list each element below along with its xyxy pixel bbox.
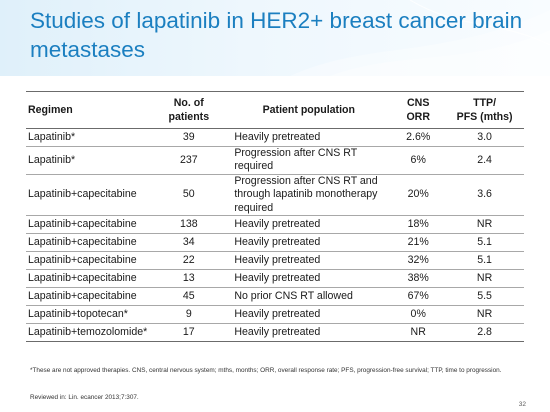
cell-regimen: Lapatinib* bbox=[28, 130, 76, 143]
cell-ttp-pfs: NR bbox=[476, 217, 493, 230]
cell-cns-orr: 67% bbox=[407, 289, 429, 302]
cell-ttp-pfs: 5.1 bbox=[477, 235, 492, 248]
cell-ttp-pfs: NR bbox=[476, 307, 493, 320]
cell-patients: 50 bbox=[182, 188, 195, 201]
cell-ttp-pfs: NR bbox=[476, 271, 493, 284]
cell-patients: 17 bbox=[182, 325, 195, 338]
table-header-row: Regimen No. of patients Patient populati… bbox=[26, 91, 524, 129]
cell-cns-orr: 38% bbox=[407, 271, 429, 284]
cell-regimen: Lapatinib+temozolomide* bbox=[28, 325, 148, 338]
cell-cns-orr: 0% bbox=[410, 307, 426, 320]
cell-population: Heavily pretreated bbox=[234, 130, 321, 143]
table-row: Lapatinib+capecitabine 34 Heavily pretre… bbox=[26, 234, 524, 252]
cell-ttp-pfs: 3.0 bbox=[477, 130, 492, 143]
cell-regimen: Lapatinib+topotecan* bbox=[28, 307, 128, 320]
slide-title: Studies of lapatinib in HER2+ breast can… bbox=[30, 8, 523, 62]
cell-population: Heavily pretreated bbox=[234, 271, 321, 284]
header-regimen: Regimen bbox=[28, 104, 73, 116]
cell-patients: 34 bbox=[182, 235, 195, 248]
slide-page-number: 32 bbox=[518, 401, 526, 408]
cell-patients: 138 bbox=[179, 217, 198, 230]
cell-population: Heavily pretreated bbox=[234, 253, 321, 266]
cell-cns-orr: 32% bbox=[407, 253, 429, 266]
cell-cns-orr: 21% bbox=[407, 235, 429, 248]
cell-regimen: Lapatinib* bbox=[28, 153, 76, 166]
cell-cns-orr: 18% bbox=[407, 217, 429, 230]
cell-ttp-pfs: 3.6 bbox=[477, 188, 492, 201]
studies-table: Regimen No. of patients Patient populati… bbox=[26, 91, 524, 342]
cell-patients: 45 bbox=[182, 289, 195, 302]
cell-cns-orr: 6% bbox=[410, 153, 426, 166]
table-row: Lapatinib+temozolomide* 17 Heavily pretr… bbox=[26, 324, 524, 342]
table-row: Lapatinib+capecitabine 45 No prior CNS R… bbox=[26, 288, 524, 306]
title-band: Studies of lapatinib in HER2+ breast can… bbox=[0, 0, 550, 76]
cell-population: Heavily pretreated bbox=[234, 235, 321, 248]
cell-ttp-pfs: 5.1 bbox=[477, 253, 492, 266]
decorative-wave-graphic bbox=[290, 0, 550, 76]
cell-population: Heavily pretreated bbox=[234, 325, 321, 338]
cell-population: Progression after CNS RT and through lap… bbox=[234, 174, 378, 214]
header-population: Patient population bbox=[262, 104, 355, 116]
cell-population: Heavily pretreated bbox=[234, 217, 321, 230]
footnote: *These are not approved therapies. CNS, … bbox=[30, 367, 502, 374]
table-row: Lapatinib+capecitabine 50 Progression af… bbox=[26, 174, 524, 216]
cell-cns-orr: 20% bbox=[407, 188, 429, 201]
cell-patients: 9 bbox=[185, 307, 192, 320]
table-row: Lapatinib* 237 Progression after CNS RT … bbox=[26, 147, 524, 175]
cell-regimen: Lapatinib+capecitabine bbox=[28, 271, 137, 284]
cell-population: Progression after CNS RT required bbox=[234, 147, 357, 173]
cell-patients: 237 bbox=[179, 153, 198, 166]
cell-patients: 39 bbox=[182, 130, 195, 143]
cell-ttp-pfs: 2.4 bbox=[477, 153, 492, 166]
cell-patients: 22 bbox=[182, 253, 195, 266]
table-row: Lapatinib+capecitabine 138 Heavily pretr… bbox=[26, 216, 524, 234]
cell-ttp-pfs: 2.8 bbox=[477, 325, 492, 338]
cell-regimen: Lapatinib+capecitabine bbox=[28, 235, 137, 248]
header-cns-orr: CNS ORR bbox=[406, 97, 430, 123]
table-row: Lapatinib+capecitabine 13 Heavily pretre… bbox=[26, 270, 524, 288]
table-row: Lapatinib* 39 Heavily pretreated 2.6% 3.… bbox=[26, 129, 524, 147]
cell-population: Heavily pretreated bbox=[234, 307, 321, 320]
cell-ttp-pfs: 5.5 bbox=[477, 289, 492, 302]
cell-regimen: Lapatinib+capecitabine bbox=[28, 217, 137, 230]
studies-table-container: Regimen No. of patients Patient populati… bbox=[26, 91, 524, 342]
reference-citation: Reviewed in: Lin. ecancer 2013;7:307. bbox=[30, 394, 139, 401]
cell-cns-orr: NR bbox=[410, 325, 426, 338]
header-patients: No. of patients bbox=[168, 97, 210, 123]
cell-regimen: Lapatinib+capecitabine bbox=[28, 188, 137, 201]
cell-cns-orr: 2.6% bbox=[406, 130, 431, 143]
cell-regimen: Lapatinib+capecitabine bbox=[28, 253, 137, 266]
table-row: Lapatinib+topotecan* 9 Heavily pretreate… bbox=[26, 306, 524, 324]
cell-regimen: Lapatinib+capecitabine bbox=[28, 289, 137, 302]
table-row: Lapatinib+capecitabine 22 Heavily pretre… bbox=[26, 252, 524, 270]
cell-patients: 13 bbox=[182, 271, 195, 284]
header-ttp-pfs: TTP/ PFS (mths) bbox=[456, 97, 513, 123]
cell-population: No prior CNS RT allowed bbox=[234, 289, 353, 302]
